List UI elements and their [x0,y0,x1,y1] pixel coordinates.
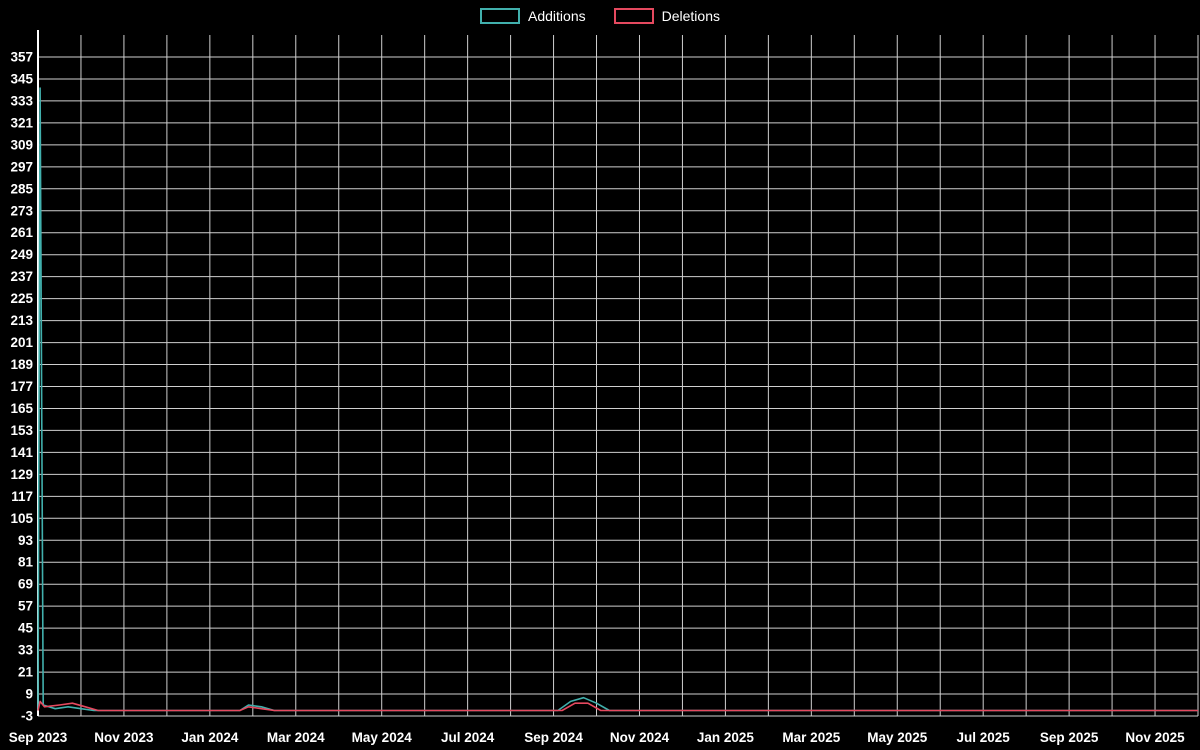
x-tick-label: Sep 2024 [524,730,583,745]
x-tick-label: Jan 2025 [697,730,755,745]
y-tick-label: 129 [10,467,33,482]
y-tick-label: 333 [10,93,33,108]
x-tick-label: Sep 2025 [1040,730,1099,745]
legend-label-additions: Additions [528,8,586,24]
legend-label-deletions: Deletions [661,8,720,24]
x-tick-label: Jan 2024 [181,730,239,745]
y-tick-label: 165 [10,401,33,416]
x-tick-label: May 2024 [352,730,413,745]
additions-swatch-icon [480,8,521,24]
y-tick-label: 33 [18,643,34,658]
x-tick-label: Mar 2024 [267,730,325,745]
y-tick-label: 57 [18,599,33,614]
y-tick-label: 69 [18,577,33,592]
deletions-swatch-icon [613,8,654,24]
y-tick-label: 321 [10,115,33,130]
deletions-series-line [37,700,1198,712]
x-tick-label: Jul 2025 [957,730,1011,745]
y-tick-label: 213 [10,313,33,328]
x-tick-label: Jul 2024 [441,730,495,745]
y-tick-label: 21 [18,665,34,680]
y-tick-label: -3 [21,709,33,724]
y-tick-label: 345 [10,71,33,86]
y-tick-label: 141 [10,445,33,460]
y-tick-label: 45 [18,621,34,636]
y-tick-label: 201 [10,335,33,350]
y-tick-label: 285 [10,181,33,196]
x-tick-label: Nov 2024 [610,730,670,745]
y-tick-label: 357 [10,50,33,65]
additions-series-line [37,87,1198,712]
y-tick-label: 297 [10,159,33,174]
x-tick-label: May 2025 [867,730,928,745]
y-tick-label: 105 [10,511,33,526]
legend-item-additions[interactable]: Additions [480,8,586,24]
y-tick-label: 225 [10,291,33,306]
y-tick-label: 189 [10,357,33,372]
x-tick-label: Nov 2023 [94,730,154,745]
y-tick-label: 249 [10,247,33,262]
y-tick-label: 117 [11,489,33,504]
y-tick-label: 237 [10,269,33,284]
x-tick-label: Nov 2025 [1125,730,1185,745]
x-tick-label: Mar 2025 [782,730,840,745]
y-tick-label: 9 [25,687,33,702]
y-tick-label: 261 [10,225,33,240]
y-tick-label: 153 [10,423,33,438]
legend-item-deletions[interactable]: Deletions [613,8,720,24]
y-tick-label: 81 [18,555,34,570]
y-tick-label: 177 [10,379,33,394]
chart-legend: Additions Deletions [0,8,1200,24]
y-tick-label: 309 [10,137,33,152]
y-tick-label: 273 [10,203,33,218]
y-tick-label: 93 [18,533,34,548]
x-tick-label: Sep 2023 [9,730,68,745]
